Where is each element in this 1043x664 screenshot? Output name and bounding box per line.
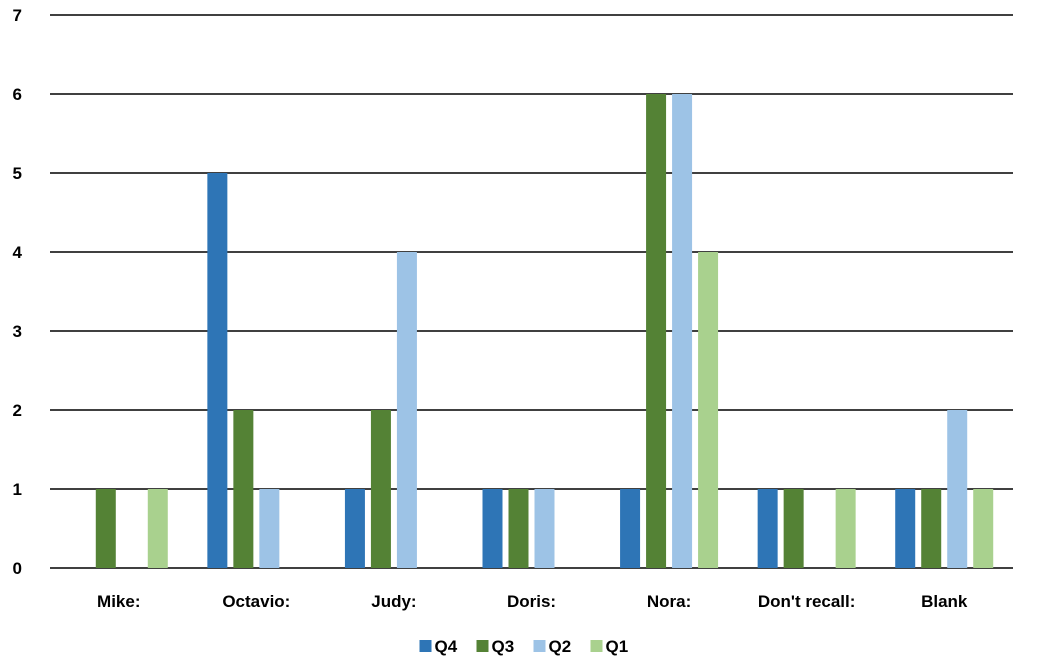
legend-swatch-q3 — [476, 640, 489, 652]
y-tick-label: 4 — [13, 243, 23, 262]
category-label: Doris: — [507, 592, 556, 611]
category-label: Don't recall: — [758, 592, 856, 611]
category-label: Judy: — [371, 592, 416, 611]
bar-q2-4 — [534, 489, 555, 568]
bar-q2-7 — [947, 410, 968, 568]
bar-q2-5 — [672, 94, 693, 568]
y-tick-label: 5 — [13, 164, 22, 183]
bar-q3-2 — [233, 410, 254, 568]
legend-swatch-q1 — [590, 640, 603, 652]
legend-swatch-q2 — [533, 640, 546, 652]
bar-q1-6 — [835, 489, 856, 568]
bar-q3-4 — [508, 489, 529, 568]
bar-q3-3 — [370, 410, 391, 568]
category-label: Blank — [921, 592, 968, 611]
y-tick-label: 2 — [13, 401, 22, 420]
legend-label-q2: Q2 — [549, 637, 572, 656]
category-label: Octavio: — [222, 592, 290, 611]
x-axis-category-labels: Mike: Octavio: Judy: Doris: Nora: Don't recal… — [97, 592, 968, 611]
bar-q4-3 — [344, 489, 365, 568]
gridlines — [50, 14, 1013, 569]
y-tick-label: 7 — [13, 6, 22, 25]
category-label: Mike: — [97, 592, 140, 611]
bar-q4-2 — [207, 173, 228, 568]
y-tick-label: 0 — [13, 559, 22, 578]
legend-swatch-q4 — [419, 640, 432, 652]
bar-q4-6 — [757, 489, 778, 568]
category-label: Nora: — [647, 592, 691, 611]
y-tick-label: 6 — [13, 85, 22, 104]
legend-label-q1: Q1 — [606, 637, 629, 656]
bar-q3-1 — [95, 489, 116, 568]
legend-label-q4: Q4 — [435, 637, 458, 656]
bar-q1-5 — [698, 252, 719, 568]
legend: Q4 Q3 Q2 Q1 — [419, 637, 629, 656]
bar-q2-3 — [396, 252, 417, 568]
bar-q2-2 — [259, 489, 280, 568]
y-tick-label: 1 — [13, 480, 22, 499]
bar-q3-5 — [646, 94, 667, 568]
y-tick-label: 3 — [13, 322, 22, 341]
legend-label-q3: Q3 — [492, 637, 515, 656]
bar-q1-7 — [973, 489, 994, 568]
bar-q4-5 — [620, 489, 641, 568]
bar-q1-1 — [147, 489, 168, 568]
bars — [95, 94, 994, 568]
bar-q3-7 — [921, 489, 942, 568]
bar-q3-6 — [783, 489, 804, 568]
bar-q4-7 — [895, 489, 916, 568]
y-axis-tick-labels: 0 1 2 3 4 5 6 7 — [13, 6, 23, 578]
bar-q4-4 — [482, 489, 503, 568]
